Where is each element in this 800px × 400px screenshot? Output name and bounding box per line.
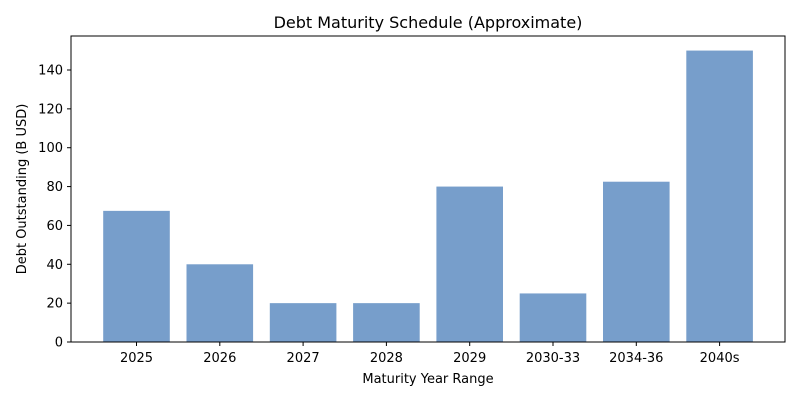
- y-axis-label: Debt Outstanding (B USD): [15, 104, 30, 275]
- x-tick-label: 2030-33: [526, 351, 580, 366]
- x-tick-label: 2034-36: [609, 351, 663, 366]
- x-tick-label: 2025: [120, 351, 153, 366]
- bar-2030-33: [519, 293, 587, 342]
- x-tick-label: 2040s: [700, 351, 740, 366]
- y-tick-label: 20: [46, 297, 63, 312]
- y-tick-label: 60: [46, 219, 63, 234]
- chart-title: Debt Maturity Schedule (Approximate): [274, 13, 583, 32]
- bar-2029: [436, 186, 503, 342]
- y-axis: 0 20 40 60 80 100 120 140: [38, 64, 71, 351]
- bar-2027: [269, 303, 337, 342]
- y-tick-label: 40: [46, 258, 63, 273]
- y-tick-label: 100: [38, 141, 63, 156]
- x-tick-label: 2029: [453, 351, 486, 366]
- x-tick-label: 2028: [370, 351, 403, 366]
- y-tick-label: 80: [46, 180, 63, 195]
- bar-2026: [186, 264, 254, 342]
- x-axis-label: Maturity Year Range: [362, 372, 493, 387]
- bars-group: [103, 50, 753, 342]
- x-tick-label: 2027: [287, 351, 320, 366]
- x-axis: 2025 2026 2027 2028 2029 2030-33 2034-36 2040s: [120, 342, 740, 366]
- plot-frame: [70, 35, 786, 343]
- y-tick-label: 0: [55, 336, 63, 351]
- bar-2028: [353, 303, 420, 342]
- y-tick-label: 140: [38, 64, 63, 79]
- bar-2034-36: [603, 181, 670, 342]
- x-tick-label: 2026: [203, 351, 236, 366]
- y-tick-label: 120: [38, 102, 63, 117]
- bar-2025: [103, 210, 170, 342]
- bar-2040s: [686, 50, 753, 342]
